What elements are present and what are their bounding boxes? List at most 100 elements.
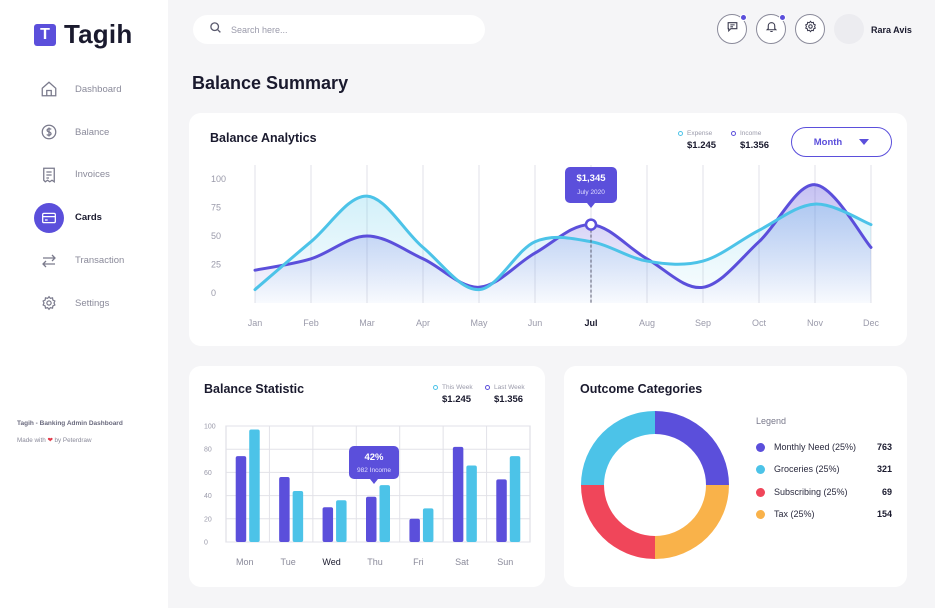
bar-this-week[interactable] — [466, 465, 477, 542]
legend-last-week: Last Week $1.356 — [485, 384, 525, 405]
legend-label: Subscribing (25%) — [774, 487, 848, 497]
tooltip-box — [565, 167, 617, 203]
period-select[interactable]: Month — [791, 127, 892, 157]
footer-title: Tagih - Banking Admin Dashboard — [17, 420, 123, 427]
sidebar-nav: Dashboard Balance Invoices Cards Transac… — [0, 68, 168, 325]
bar-this-week[interactable] — [509, 456, 521, 542]
search-icon — [209, 21, 222, 39]
legend-value: 321 — [876, 464, 892, 474]
app-logo[interactable]: T Tagih — [34, 19, 132, 50]
y-tick-label: 75 — [211, 203, 221, 213]
y-tick-label: 40 — [204, 493, 212, 500]
balance-analytics-title: Balance Analytics — [210, 131, 317, 145]
bar-this-week[interactable] — [336, 500, 347, 542]
highlight-point[interactable] — [584, 218, 598, 231]
statistic-tooltip: 42% 982 Income — [349, 446, 399, 484]
legend-label: This Week — [442, 384, 473, 391]
bar-last-week[interactable] — [496, 479, 507, 542]
sidebar-item-label: Transaction — [75, 255, 125, 267]
sidebar-item-transaction[interactable]: Transaction — [0, 239, 168, 282]
legend-value: $1.245 — [687, 140, 717, 151]
legend-marker — [756, 487, 765, 497]
tooltip-value: $1,345 — [576, 173, 606, 184]
bar-this-week[interactable] — [292, 490, 304, 542]
donut-slice-groceries[interactable] — [581, 411, 655, 485]
settings-button[interactable] — [795, 14, 825, 44]
receipt-icon — [34, 160, 64, 190]
legend-value: 763 — [876, 442, 892, 452]
legend-label: Monthly Need (25%) — [774, 442, 857, 452]
sidebar-item-dashboard[interactable]: Dashboard — [0, 68, 168, 111]
notifications-button[interactable] — [756, 14, 786, 44]
legend-marker — [485, 385, 490, 390]
bar-this-week[interactable] — [422, 508, 434, 542]
legend-item-subscribing: Subscribing (25%) 69 — [756, 487, 892, 497]
bar-last-week[interactable] — [366, 496, 377, 542]
notifications-badge — [779, 14, 786, 21]
legend-marker — [433, 385, 438, 390]
legend-marker — [756, 509, 765, 519]
bar-last-week[interactable] — [235, 456, 247, 542]
sidebar-item-label: Settings — [75, 297, 110, 309]
legend-marker — [756, 442, 765, 452]
y-tick-label: 100 — [204, 424, 216, 431]
series-area-expense — [255, 196, 871, 303]
legend-label: Last Week — [494, 384, 525, 391]
period-select-label: Month — [813, 136, 843, 148]
bar-last-week[interactable] — [409, 518, 420, 542]
footer-credit: Made with ❤ by Peterdraw — [17, 437, 92, 444]
donut-slice-monthly-need[interactable] — [655, 411, 729, 485]
legend-label: Income — [740, 130, 762, 137]
bar-this-week[interactable] — [379, 485, 391, 542]
search-input[interactable] — [231, 24, 461, 35]
y-tick-label: 0 — [211, 288, 216, 298]
sidebar-item-invoices[interactable]: Invoices — [0, 154, 168, 197]
legend-label: Tax (25%) — [774, 509, 815, 519]
messages-button[interactable] — [717, 14, 747, 44]
user-name[interactable]: Rara Avis — [871, 25, 912, 35]
avatar[interactable] — [834, 14, 864, 44]
y-tick-label: 0 — [204, 540, 208, 547]
legend-title: Legend — [756, 416, 787, 426]
logo-mark: T — [34, 23, 56, 46]
x-tick-label: Aug — [639, 318, 655, 328]
sidebar-item-settings[interactable]: Settings — [0, 282, 168, 325]
y-tick-label: 100 — [211, 174, 226, 184]
message-icon — [726, 20, 739, 38]
x-tick-label: May — [470, 318, 488, 328]
gear-icon — [804, 20, 817, 38]
heart-icon: ❤ — [47, 437, 53, 444]
donut-slice-tax[interactable] — [655, 485, 729, 559]
footer-credit-suffix: by Peterdraw — [54, 437, 92, 444]
bar-last-week[interactable] — [322, 507, 334, 542]
bar-last-week[interactable] — [279, 477, 290, 542]
sidebar-item-label: Balance — [75, 126, 110, 138]
messages-badge — [740, 14, 747, 21]
x-tick-label: Jan — [248, 318, 263, 328]
sidebar-item-balance[interactable]: Balance — [0, 111, 168, 154]
outcome-categories-title: Outcome Categories — [580, 382, 703, 396]
tooltip-date: July 2020 — [577, 189, 605, 196]
search-bar[interactable] — [193, 15, 485, 44]
x-tick-label: Apr — [416, 318, 430, 328]
bar-this-week[interactable] — [249, 429, 260, 542]
x-tick-label: Sat — [455, 557, 469, 567]
x-tick-label: Sep — [695, 318, 711, 328]
x-tick-label: Sun — [497, 557, 513, 567]
legend-this-week: This Week $1.245 — [433, 384, 473, 405]
x-tick-label: Feb — [303, 318, 319, 328]
balance-statistic-title: Balance Statistic — [204, 382, 305, 396]
sidebar-item-cards[interactable]: Cards — [0, 196, 168, 239]
home-icon — [34, 74, 64, 104]
x-tick-label: Wed — [322, 557, 340, 567]
donut-slice-subscribing[interactable] — [581, 485, 655, 559]
legend-label: Expense — [687, 130, 713, 137]
y-tick-label: 25 — [211, 260, 221, 270]
legend-value: 69 — [881, 487, 892, 497]
bar-last-week[interactable] — [452, 446, 464, 542]
legend-marker — [756, 464, 765, 474]
series-line-expense — [253, 194, 873, 292]
y-tick-label: 80 — [204, 447, 212, 454]
x-tick-label: Fri — [413, 557, 424, 567]
outcome-donut-chart — [581, 411, 729, 559]
